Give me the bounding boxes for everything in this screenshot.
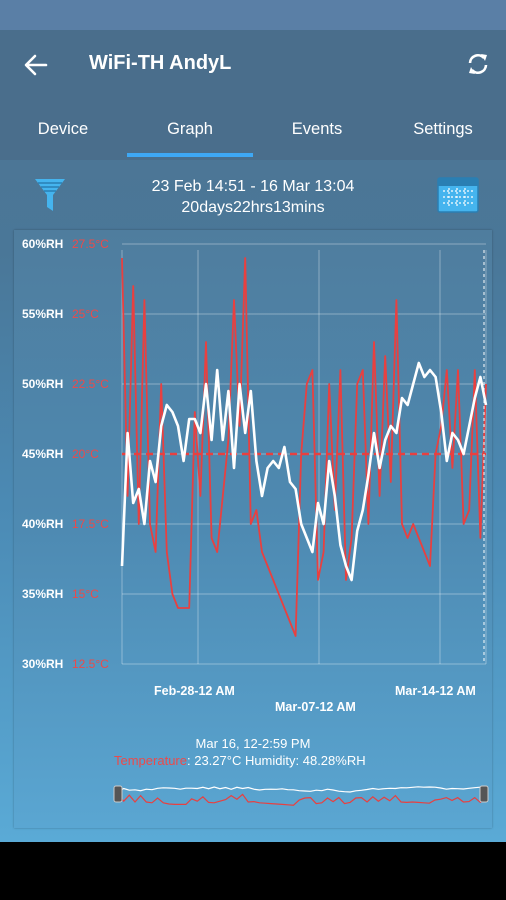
table-view-icon[interactable] (437, 177, 479, 213)
status-bar (0, 0, 506, 30)
filter-icon[interactable] (33, 175, 67, 215)
temp-tick: 27.5°C (72, 237, 109, 251)
range-navigator[interactable] (0, 0, 506, 842)
humidity-tick: 35%RH (22, 587, 64, 601)
active-tab-indicator (127, 153, 253, 157)
temp-tick: 25°C (72, 307, 99, 321)
x-tick: Feb-28-12 AM (154, 684, 235, 698)
tab-events[interactable]: Events (291, 120, 343, 138)
refresh-icon[interactable] (462, 48, 494, 80)
humidity-tick: 50%RH (22, 377, 64, 391)
range-handle-right (479, 785, 489, 803)
temperature-overview-line (117, 793, 487, 806)
tab-settings[interactable]: Settings (413, 120, 473, 138)
x-tick: Mar-14-12 AM (395, 684, 476, 698)
date-range: 23 Feb 14:51 - 16 Mar 13:04 (151, 178, 355, 195)
temperature-series-line (121, 257, 487, 637)
humidity-tick: 45%RH (22, 447, 64, 461)
temp-tick: 22.5°C (72, 377, 109, 391)
tab-graph[interactable]: Graph (167, 120, 213, 138)
humidity-overview-line (117, 786, 487, 793)
device-title: WiFi-TH AndyL (89, 52, 232, 74)
temperature-label: Temperature (114, 753, 187, 768)
temp-tick: 17.5°C (72, 517, 109, 531)
line-chart[interactable] (0, 0, 506, 842)
system-nav-bar (0, 842, 506, 900)
humidity-tick: 60%RH (22, 237, 64, 251)
humidity-tick: 40%RH (22, 517, 64, 531)
chart-panel (14, 230, 492, 828)
humidity-tick: 55%RH (22, 307, 64, 321)
x-tick: Mar-07-12 AM (275, 700, 356, 714)
selected-values: Temperature: 23.27°C Humidity: 48.28%RH (114, 753, 366, 768)
temp-tick: 15°C (72, 587, 99, 601)
duration: 20days22hrs13mins (181, 199, 325, 216)
tab-device[interactable]: Device (37, 120, 89, 138)
selected-readout: : 23.27°C Humidity: 48.28%RH (186, 753, 366, 768)
range-handle-left (113, 785, 123, 803)
humidity-series-line (120, 361, 488, 582)
temp-tick: 20°C (72, 447, 99, 461)
temp-tick: 12.5°C (72, 657, 109, 671)
humidity-tick: 30%RH (22, 657, 64, 671)
selected-time: Mar 16, 12-2:59 PM (195, 736, 311, 751)
back-arrow-icon[interactable] (20, 50, 50, 80)
app-bar (0, 30, 506, 160)
